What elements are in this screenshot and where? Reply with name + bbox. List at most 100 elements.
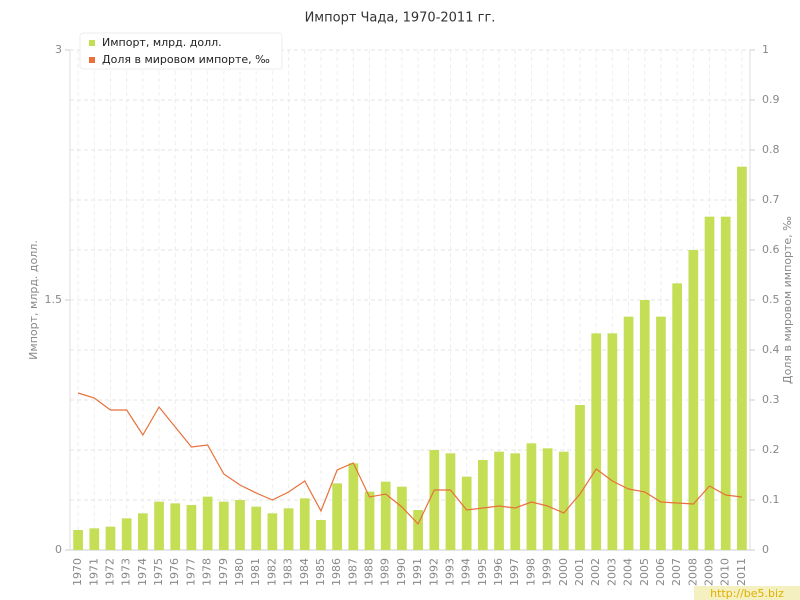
y-tick-label: 3 <box>55 43 62 56</box>
x-tick-label: 2002 <box>589 558 602 586</box>
y2-tick-label: 0.2 <box>762 443 780 456</box>
bar <box>186 505 197 550</box>
bar <box>89 528 100 550</box>
watermark-bg <box>694 586 800 600</box>
bar <box>380 481 391 550</box>
bar <box>623 316 634 550</box>
legend-label: Доля в мировом импорте, ‰ <box>102 53 270 66</box>
x-tick-label: 1987 <box>346 558 359 586</box>
legend-marker <box>89 57 95 63</box>
x-tick-label: 1993 <box>443 558 456 586</box>
bar <box>121 518 132 550</box>
bar <box>526 443 537 550</box>
x-tick-label: 1998 <box>524 558 537 586</box>
bar <box>575 405 585 550</box>
bar <box>704 216 715 550</box>
bar <box>267 513 278 550</box>
bar <box>672 283 682 550</box>
bar <box>558 451 569 550</box>
x-tick-label: 2011 <box>735 558 748 586</box>
y2-tick-label: 0.9 <box>762 93 780 106</box>
x-tick-label: 2007 <box>670 558 683 586</box>
bar <box>154 501 164 550</box>
y2-tick-label: 0.5 <box>762 293 780 306</box>
x-tick-label: 2008 <box>686 558 699 586</box>
x-tick-label: 2009 <box>703 558 716 586</box>
bar <box>445 453 456 550</box>
x-tick-label: 2001 <box>573 558 586 586</box>
y2-tick-label: 0 <box>762 543 769 556</box>
x-tick-label: 1994 <box>460 558 473 586</box>
bar <box>510 453 521 550</box>
y2-tick-label: 1 <box>762 43 769 56</box>
y-axis-label: Импорт, млрд. долл. <box>27 240 40 360</box>
bar <box>737 166 747 550</box>
bar <box>138 513 148 550</box>
bar <box>316 520 326 550</box>
y2-tick-label: 0.8 <box>762 143 780 156</box>
bar <box>591 333 602 550</box>
bar <box>299 498 310 550</box>
x-tick-label: 1981 <box>249 558 262 586</box>
x-tick-label: 2005 <box>638 558 651 586</box>
bar <box>218 501 229 550</box>
bar <box>688 250 699 550</box>
x-tick-label: 1979 <box>217 558 230 586</box>
watermark: http://be5.biz <box>710 587 784 600</box>
y2-tick-label: 0.3 <box>762 393 780 406</box>
x-tick-label: 1995 <box>476 558 489 586</box>
x-tick-label: 1973 <box>120 558 133 586</box>
y2-tick-label: 0.1 <box>762 493 780 506</box>
x-tick-label: 1984 <box>298 558 311 586</box>
legend-label: Импорт, млрд. долл. <box>102 36 222 49</box>
x-tick-label: 1972 <box>103 558 116 586</box>
bar <box>413 510 423 550</box>
x-tick-label: 1971 <box>87 558 100 586</box>
x-tick-label: 1988 <box>363 558 376 586</box>
bar <box>332 483 342 550</box>
x-tick-label: 1991 <box>411 558 424 586</box>
bar <box>607 333 618 550</box>
legend-marker <box>89 40 95 46</box>
x-tick-label: 1978 <box>201 558 214 586</box>
x-tick-label: 1977 <box>184 558 197 586</box>
bar <box>542 448 553 550</box>
bar <box>364 491 375 550</box>
bar <box>656 316 666 550</box>
bar <box>494 451 504 550</box>
y2-axis-label: Доля в мировом импорте, ‰ <box>781 216 794 384</box>
x-tick-label: 1997 <box>508 558 521 586</box>
bar <box>461 476 472 550</box>
y2-tick-label: 0.4 <box>762 343 780 356</box>
x-tick-label: 1992 <box>427 558 440 586</box>
chart-title: Импорт Чада, 1970-2011 гг. <box>305 11 496 26</box>
x-tick-label: 1990 <box>395 558 408 586</box>
x-tick-label: 1986 <box>330 558 343 586</box>
bar <box>105 526 116 550</box>
bar <box>283 508 294 550</box>
x-tick-label: 1996 <box>492 558 505 586</box>
x-tick-label: 1974 <box>136 558 149 586</box>
x-tick-label: 1999 <box>541 558 554 586</box>
bar <box>639 300 650 550</box>
bar <box>720 216 731 550</box>
x-tick-label: 1982 <box>265 558 278 586</box>
y2-tick-label: 0.6 <box>762 243 780 256</box>
legend: Импорт, млрд. долл. Доля в мировом импорт… <box>79 32 283 70</box>
bar <box>170 503 181 550</box>
y2-tick-label: 0.7 <box>762 193 780 206</box>
x-tick-label: 2004 <box>622 558 635 586</box>
x-tick-label: 2006 <box>654 558 667 586</box>
x-tick-label: 2003 <box>605 558 618 586</box>
bar <box>235 500 245 550</box>
y-tick-label: 1.5 <box>45 293 63 306</box>
line <box>77 392 742 526</box>
x-tick-label: 1985 <box>314 558 327 586</box>
x-tick-label: 1989 <box>379 558 392 586</box>
y-tick-label: 0 <box>55 543 62 556</box>
x-tick-label: 1976 <box>168 558 181 586</box>
x-tick-label: 2010 <box>719 558 732 586</box>
bar <box>348 463 359 550</box>
bar <box>478 460 488 550</box>
